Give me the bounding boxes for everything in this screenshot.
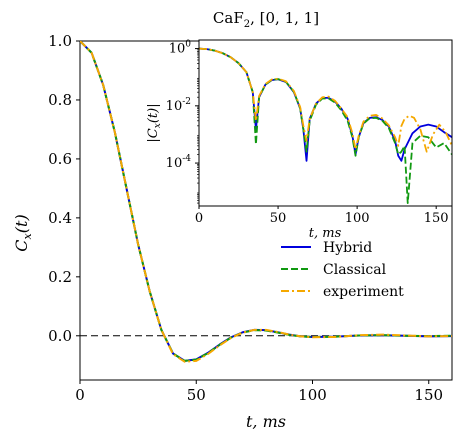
inset-x-tick-label: 150 bbox=[424, 211, 449, 226]
inset-x-axis-label: t, ms bbox=[309, 226, 342, 241]
chart-title-rest: , [0, 1, 1] bbox=[250, 9, 319, 27]
y-axis-label-main: C bbox=[12, 239, 31, 251]
y-axis-label-rest: (t) bbox=[12, 214, 31, 233]
legend-label-hybrid: Hybrid bbox=[323, 240, 372, 256]
x-tick-label: 100 bbox=[298, 386, 327, 404]
chart-title-subscript: 2 bbox=[244, 19, 250, 30]
inset-x-tick-label: 100 bbox=[345, 211, 370, 226]
inset-series-group bbox=[199, 47, 452, 204]
inset-ticks: 0 50 100 150 100 10-2 10-4 bbox=[166, 40, 449, 226]
legend-label-experiment: experiment bbox=[323, 284, 404, 300]
inset-y-tick-label: 10-4 bbox=[166, 154, 192, 171]
inset-y-tick-label: 10-2 bbox=[166, 97, 191, 114]
chart-title-main: CaF bbox=[213, 9, 244, 27]
x-tick-label: 0 bbox=[75, 386, 85, 404]
inset-y-axis-label-subscript: x bbox=[153, 123, 163, 128]
y-axis-label: Cx(t) bbox=[12, 214, 34, 251]
inset-y-tick-label: 100 bbox=[169, 40, 192, 57]
inset-y-axis-label-rest: (t)| bbox=[146, 103, 161, 123]
inset-series-line-experiment bbox=[199, 47, 452, 153]
y-tick-label: 0.4 bbox=[48, 209, 72, 227]
chart-title: CaF2, [0, 1, 1] bbox=[213, 9, 319, 30]
x-tick-label: 50 bbox=[187, 386, 206, 404]
series-line-experiment bbox=[80, 41, 452, 363]
y-tick-label: 1.0 bbox=[48, 32, 72, 50]
inset-x-tick-label: 0 bbox=[195, 211, 203, 226]
inset-y-axis-label-main: |C bbox=[146, 128, 161, 142]
inset-background bbox=[199, 40, 452, 206]
inset-axes-frame bbox=[198, 39, 453, 207]
y-tick-label: 0.2 bbox=[48, 268, 72, 286]
main-series-group bbox=[80, 41, 452, 363]
inset-y-axis-label: |Cx(t)| bbox=[146, 103, 163, 142]
y-axis-label-subscript: x bbox=[21, 232, 34, 239]
main-ticks: 0 50 100 150 0.0 0.2 0.4 0.6 0.8 1.0 bbox=[48, 32, 443, 404]
legend: Hybrid Classical experiment bbox=[281, 240, 404, 300]
x-axis-label: t, ms bbox=[246, 412, 286, 431]
legend-label-classical: Classical bbox=[323, 262, 387, 278]
x-tick-label: 150 bbox=[414, 386, 443, 404]
y-tick-label: 0.0 bbox=[48, 327, 72, 345]
inset-x-tick-label: 50 bbox=[270, 211, 287, 226]
y-tick-label: 0.8 bbox=[48, 91, 72, 109]
y-tick-label: 0.6 bbox=[48, 150, 72, 168]
